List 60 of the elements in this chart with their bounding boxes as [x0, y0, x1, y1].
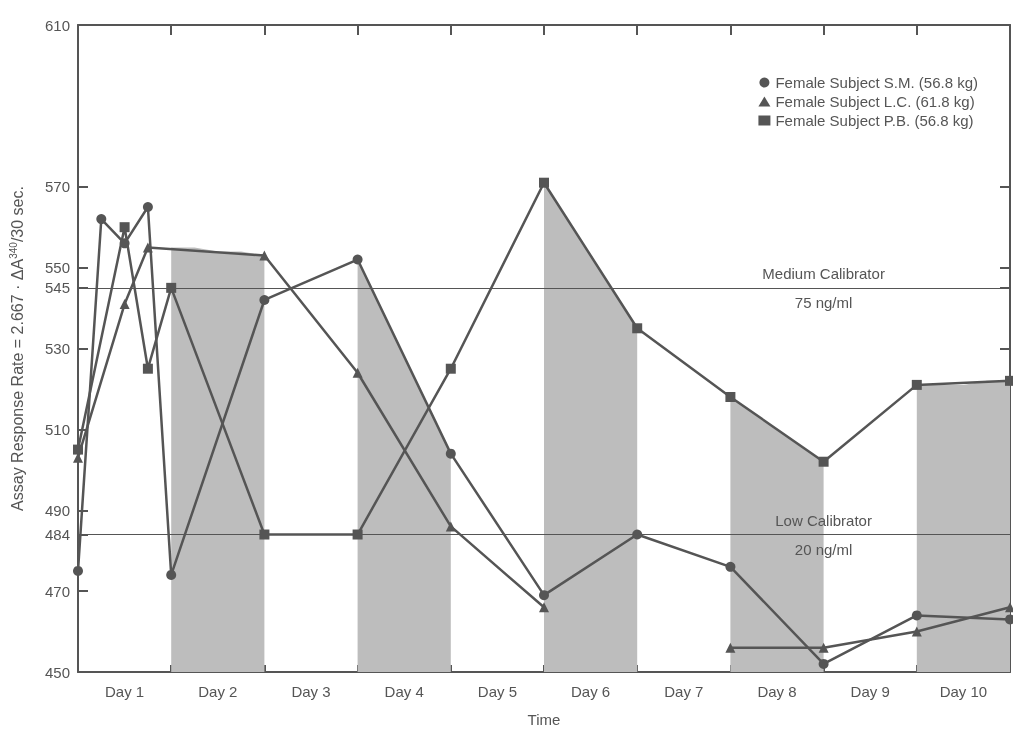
point	[911, 610, 922, 621]
x-tick-label: Day 7	[664, 683, 704, 700]
x-axis-title: Time	[527, 711, 561, 728]
point	[725, 392, 736, 403]
x-tick-label: Day 5	[477, 683, 517, 700]
y-tick-label: 510	[44, 420, 70, 438]
point	[725, 642, 736, 653]
point	[818, 456, 829, 467]
ref-line-label: Medium Calibrator 75 ng/ml	[762, 264, 885, 311]
x-tick-label: Day 9	[850, 683, 890, 700]
x-tick-label: Day 6	[571, 683, 611, 700]
point	[445, 363, 456, 374]
point	[352, 367, 363, 378]
x-tick-label: Day 4	[384, 683, 424, 700]
point	[539, 602, 549, 613]
point	[73, 565, 83, 576]
point	[445, 448, 456, 459]
point	[142, 242, 153, 253]
point	[632, 323, 643, 334]
point	[166, 282, 177, 293]
point	[818, 658, 829, 669]
y-tick-label: 545	[44, 279, 70, 297]
point	[259, 529, 270, 540]
point	[352, 529, 363, 540]
x-tick-label: Day 10	[939, 683, 988, 700]
y-tick-label: 490	[44, 501, 70, 519]
point	[539, 177, 549, 188]
y-tick-label: 570	[44, 178, 70, 196]
y-tick-label: 484	[44, 526, 70, 544]
x-tick-label: Day 2	[198, 683, 238, 700]
point	[96, 214, 107, 225]
point	[445, 521, 456, 532]
point	[259, 294, 270, 305]
point	[352, 254, 363, 265]
x-tick-label: Day 1	[105, 683, 145, 700]
point	[142, 201, 153, 212]
legend-label: Female Subject L.C. (61.8 kg)	[775, 93, 975, 110]
x-tick-label: Day 3	[291, 683, 331, 700]
y-axis-title: Assay Response Rate = 2.667 · ΔA340/30 sec.	[7, 186, 26, 511]
point	[911, 626, 922, 637]
point	[539, 590, 549, 601]
y-tick-label: 550	[44, 259, 70, 277]
point	[911, 379, 922, 390]
point	[119, 299, 130, 310]
point	[725, 561, 736, 572]
legend-label: Female Subject S.M. (56.8 kg)	[775, 74, 979, 91]
point	[73, 444, 83, 455]
point	[119, 238, 130, 249]
point	[119, 222, 130, 233]
y-tick-label: 450	[44, 663, 70, 681]
legend-label: Female Subject P.B. (56.8 kg)	[775, 112, 974, 129]
point	[259, 250, 270, 261]
y-tick-label: 470	[44, 582, 70, 600]
point	[142, 363, 153, 374]
y-tick-label: 530	[44, 340, 70, 357]
point	[818, 642, 829, 653]
point	[166, 569, 177, 580]
ref-line-label: Low Calibrator 20 ng/ml	[775, 511, 872, 558]
y-tick-label: 610	[44, 16, 70, 34]
x-tick-label: Day 8	[757, 683, 797, 700]
